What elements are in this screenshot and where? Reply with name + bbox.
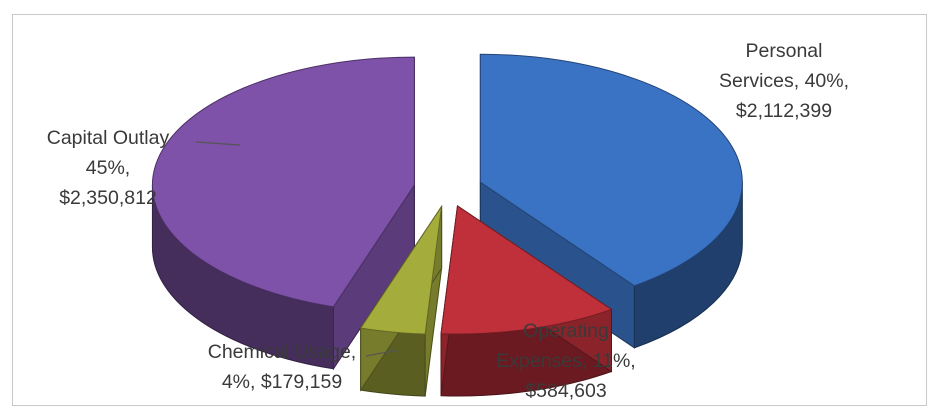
label-line: 45%, <box>86 157 130 179</box>
label-line: Operating <box>523 320 609 342</box>
label-line: Chemical Usage, <box>208 341 356 363</box>
slice-top <box>440 205 613 335</box>
pie-slice-capital-outlay <box>151 56 415 371</box>
label-line: Expenses, 11%, <box>496 350 635 372</box>
slice-label-personal-services: Personal Services, 40%, $2,112,399 <box>719 40 849 122</box>
pie-slice-operating-expenses <box>440 205 613 397</box>
leader-line <box>195 141 241 146</box>
slice-top <box>151 56 415 308</box>
pie-slice-chemical-usage <box>359 204 443 397</box>
label-line: 4%, $179,159 <box>222 371 342 393</box>
slice-top <box>479 53 743 287</box>
slice-label-capital-outlay: Capital Outlay 45%, $2,350,812 <box>47 127 170 209</box>
label-line: Services, 40%, <box>719 70 849 92</box>
leader-line <box>365 349 399 357</box>
label-line: $584,603 <box>525 380 606 402</box>
label-line: $2,112,399 <box>736 100 832 122</box>
label-line: Personal <box>746 40 823 62</box>
label-line: $2,350,812 <box>59 187 157 209</box>
slice-top <box>359 206 443 335</box>
slice-label-operating-expenses: Operating Expenses, 11%, $584,603 <box>496 320 635 402</box>
label-line: Capital Outlay <box>47 127 170 149</box>
slice-label-chemical-usage: Chemical Usage, 4%, $179,159 <box>208 341 356 393</box>
